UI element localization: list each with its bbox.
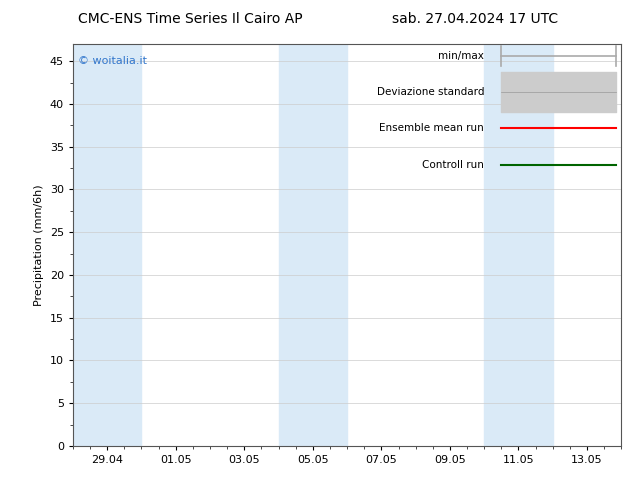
Text: Deviazione standard: Deviazione standard (377, 87, 484, 98)
Text: Controll run: Controll run (422, 160, 484, 170)
Bar (73, 44, 141, 446)
Y-axis label: Precipitation (mm/6h): Precipitation (mm/6h) (34, 184, 44, 306)
Text: min/max: min/max (438, 51, 484, 61)
Text: sab. 27.04.2024 17 UTC: sab. 27.04.2024 17 UTC (392, 12, 559, 26)
Text: © woitalia.it: © woitalia.it (79, 56, 147, 66)
Bar (278, 44, 347, 446)
Text: Ensemble mean run: Ensemble mean run (380, 123, 484, 133)
Bar (484, 44, 553, 446)
Text: CMC-ENS Time Series Il Cairo AP: CMC-ENS Time Series Il Cairo AP (78, 12, 302, 26)
